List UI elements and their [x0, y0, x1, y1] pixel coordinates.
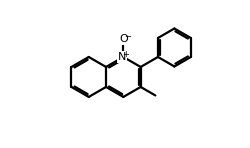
Text: +: + [122, 50, 130, 59]
Text: N: N [118, 52, 126, 62]
Text: −: − [124, 32, 131, 41]
Text: O: O [119, 34, 128, 44]
